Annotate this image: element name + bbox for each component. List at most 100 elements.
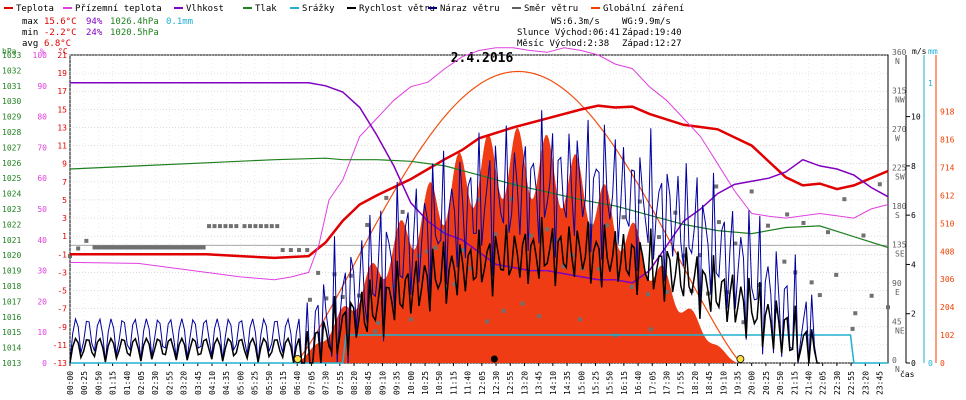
wind-direction-point [177,245,182,250]
direction-tick-label: 225 [892,164,907,173]
wind-direction-point [174,245,179,250]
wind-direction-point [196,245,201,250]
series-line-p-zemn-teplota [69,47,889,281]
temperature-tick-label: 17 [57,87,67,96]
time-tick-label: 20:50 [776,371,785,395]
pressure-tick-label: 1021 [2,236,21,245]
time-tick-label: 20:25 [762,371,771,395]
wind-direction-point [408,317,413,322]
wind-direction-point [373,329,378,334]
radiation-tick-label: 204 [940,303,955,312]
wind-direction-point [316,270,321,275]
wind-direction-point [886,305,890,310]
info-ws: WS:6.3m/s [551,17,600,27]
wind-direction-point [100,245,105,250]
direction-compass-label: NE [895,327,905,336]
wind-direction-point [242,224,247,229]
series-lines [69,47,889,364]
wind-tick-label: 6 [911,211,916,220]
time-tick-label: 15:00 [577,371,586,395]
moonset-marker [490,355,498,363]
pressure-tick-label: 1014 [2,344,21,353]
wind-direction-point [228,224,233,229]
astro-info: WS:6.3m/s WG:9.9m/s Slunce Východ:06:41 … [517,17,682,49]
wind-tick-label: 4 [911,260,916,269]
wind-direction-point [198,245,203,250]
time-unit: čas [900,369,915,379]
wind-direction-point [288,248,293,253]
wind-direction-point [452,282,457,287]
wind-direction-point [138,245,143,250]
wind-direction-point [621,215,626,220]
wind-direction-point [111,245,116,250]
wind-direction-point [223,224,228,229]
time-tick-label: 18:45 [705,371,714,395]
time-tick-label: 00:00 [66,371,75,395]
temperature-tick-label: -11 [53,341,68,350]
wind-direction-point [136,245,141,250]
humidity-tick-label: 80 [37,113,47,122]
wind-direction-point [861,233,866,238]
wind-direction-point [207,224,212,229]
direction-compass-label: W [895,134,900,143]
wind-direction-point [697,253,702,258]
wind-direction-point [182,245,187,250]
info-wg: WG:9.9m/s [622,17,671,27]
wind-direction-point [425,249,430,254]
time-tick-label: 16:40 [634,371,643,395]
radiation-tick-label: 714 [940,164,955,173]
rain-tick-label: 1 [928,79,933,88]
temperature-tick-label: 19 [57,69,67,78]
wind-direction-point [877,182,882,187]
time-tick-label: 02:05 [137,371,146,395]
pressure-tick-label: 1019 [2,267,21,276]
time-tick-label: 01:40 [123,371,132,395]
legend-label: Srážky [302,4,335,14]
wind-direction-point [171,245,176,250]
time-tick-label: 23:20 [861,371,870,395]
wind-direction-point [782,259,787,264]
wind-direction-point [103,245,108,250]
wind-direction-point [106,245,111,250]
wind-direction-point [340,295,345,300]
time-tick-label: 22:05 [819,371,828,395]
time-tick-label: 07:55 [336,371,345,395]
radiation-tick-label: 0 [940,359,945,368]
time-tick-label: 12:05 [478,371,487,395]
wind-direction-point [741,320,746,325]
temperature-tick-label: 15 [57,105,67,114]
wind-direction-points [68,182,890,338]
direction-compass-label: E [895,288,900,297]
wind-direction-point [596,266,601,271]
time-tick-label: 07:05 [307,371,316,395]
pressure-tick-label: 1023 [2,205,21,214]
wind-direction-point [646,292,651,297]
wind-direction-point [785,212,790,217]
astro-markers [293,355,745,363]
pressure-tick-label: 1025 [2,174,21,183]
wind-direction-point [477,197,481,202]
wind-direction-point [384,195,389,200]
temperature-unit: °C [58,47,68,56]
time-tick-label: 13:20 [520,371,529,395]
wind-direction-point [130,245,135,250]
wind-direction-point [92,245,97,250]
wind-direction-point [127,245,132,250]
direction-tick-label: 360 [892,48,907,57]
stats-avg-temp: 6.8°C [44,39,71,49]
humidity-tick-label: 50 [37,205,47,214]
time-tick-label: 15:25 [591,371,600,395]
legend-label: Tlak [255,4,277,14]
time-tick-label: 16:15 [620,371,629,395]
wind-direction-point [163,245,168,250]
direction-compass-label: S [895,211,900,220]
wind-direction-point [297,248,302,253]
time-tick-label: 09:10 [378,371,387,395]
wind-direction-point [853,311,858,316]
humidity-tick-label: 60 [37,174,47,183]
humidity-tick-label: 30 [37,267,47,276]
temperature-tick-label: -7 [57,305,67,314]
legend-label: Rychlost větru [359,4,435,14]
wind-direction-point [842,197,847,202]
